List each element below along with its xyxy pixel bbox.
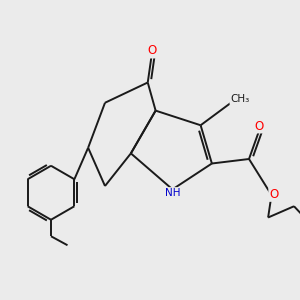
Text: CH₃: CH₃ — [230, 94, 250, 104]
Text: O: O — [254, 119, 263, 133]
Text: O: O — [148, 44, 157, 58]
Text: NH: NH — [165, 188, 181, 198]
Text: O: O — [269, 188, 278, 201]
